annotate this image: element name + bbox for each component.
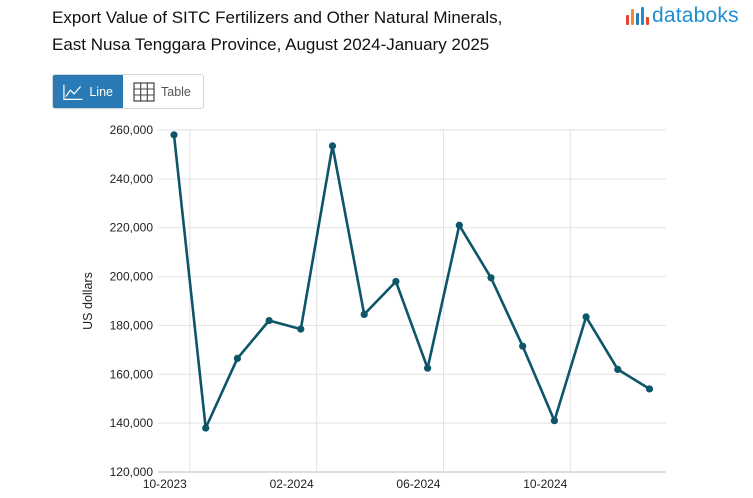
table-grid-icon (133, 81, 155, 102)
logo-mark-bar (641, 7, 644, 25)
logo-mark-bar (631, 9, 634, 25)
chart-title: Export Value of SITC Fertilizers and Oth… (52, 4, 612, 58)
data-point (202, 424, 210, 432)
data-point (487, 274, 495, 282)
y-tick-label: 180,000 (110, 318, 154, 332)
data-point (265, 316, 273, 325)
y-tick-label: 200,000 (110, 270, 154, 284)
series-line (172, 133, 651, 430)
logo-mark-bar (646, 17, 649, 25)
y-axis-title: US dollars (81, 272, 95, 330)
data-point (392, 277, 400, 286)
databoks-logo-mark-icon (626, 7, 649, 25)
table-view-button[interactable]: Table (123, 75, 203, 108)
data-point (424, 364, 432, 372)
x-tick-label: 10-2023 (143, 477, 187, 491)
series-line-layer (172, 133, 651, 430)
y-tick-label: 220,000 (110, 221, 154, 235)
data-point (233, 354, 241, 363)
x-tick-label: 10-2024 (523, 477, 567, 491)
view-toggle: Line Table (52, 74, 204, 109)
data-point (360, 310, 368, 319)
data-point (519, 342, 527, 350)
y-axis-ticks: 120,000 140,000 160,000 180,000 200,000 220,0… (110, 123, 154, 479)
y-tick-label: 120,000 (110, 465, 154, 479)
y-tick-label: 160,000 (110, 367, 154, 381)
data-point (328, 142, 337, 150)
line-chart: 120,000 140,000 160,000 180,000 200,000 220,0… (81, 123, 666, 491)
line-view-label: Line (89, 84, 113, 99)
data-points (170, 131, 654, 432)
x-axis-ticks: 10-2023 02-2024 06-2024 10-2024 (143, 477, 568, 491)
data-point (614, 365, 622, 373)
logo-mark-bar (626, 15, 629, 25)
line-view-button[interactable]: Line (53, 75, 123, 108)
data-point (645, 385, 654, 393)
chart-title-line-2: East Nusa Tenggara Province, August 2024… (52, 35, 490, 54)
logo-mark-bar (636, 13, 639, 25)
x-tick-label: 02-2024 (270, 477, 314, 491)
databoks-logo-text: databoks (652, 4, 739, 27)
table-view-label: Table (161, 84, 191, 99)
grid-lines (158, 129, 666, 473)
data-point (582, 313, 590, 321)
chart-title-line-1: Export Value of SITC Fertilizers and Oth… (52, 8, 503, 27)
y-tick-label: 260,000 (110, 123, 154, 137)
line-chart-icon (63, 84, 83, 100)
databoks-logo[interactable]: databoks (626, 4, 739, 28)
data-point (455, 221, 463, 229)
x-tick-label: 06-2024 (396, 477, 440, 491)
data-point (170, 131, 178, 139)
data-point (550, 417, 559, 425)
y-tick-label: 240,000 (110, 172, 154, 186)
y-tick-label: 140,000 (110, 416, 154, 430)
data-point (297, 325, 305, 333)
